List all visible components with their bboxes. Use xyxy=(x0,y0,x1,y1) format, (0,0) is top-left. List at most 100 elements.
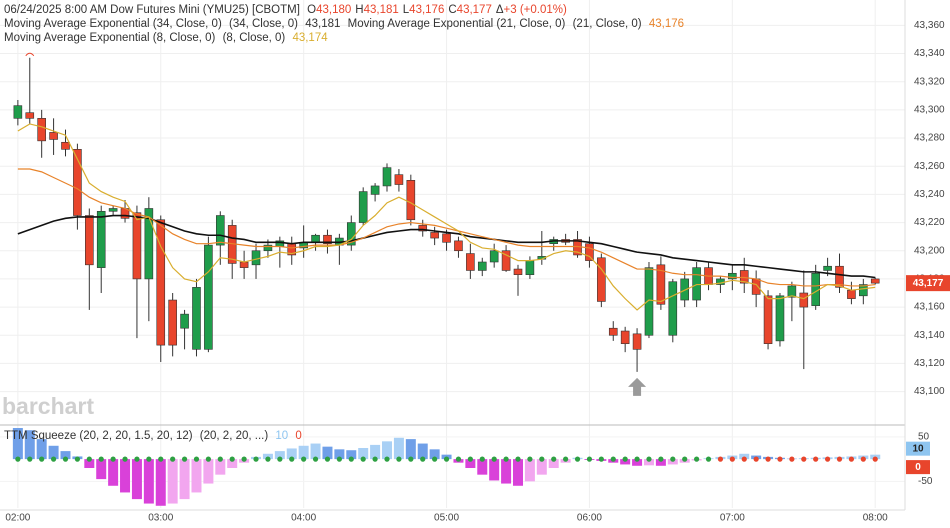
squeeze-dot xyxy=(491,456,497,462)
histogram-bar xyxy=(179,459,190,500)
candle-body xyxy=(466,253,475,271)
price-badge xyxy=(906,275,950,292)
candle-body xyxy=(763,295,773,345)
squeeze-dot xyxy=(336,456,342,462)
squeeze-dot xyxy=(694,456,700,462)
squeeze-dot xyxy=(312,456,319,462)
histogram-bar xyxy=(489,459,500,481)
histogram-bar xyxy=(60,451,71,460)
legend-name: Moving Average Exponential (21, Close, 0… xyxy=(348,18,566,30)
header-title: 06/24/2025 8:00 AM Dow Futures Mini (YMU… xyxy=(4,4,300,16)
histogram-bar xyxy=(262,453,273,460)
y-tick-label: 43,300 xyxy=(914,105,945,116)
squeeze-badge xyxy=(906,460,930,475)
ema-line xyxy=(17,214,876,279)
histogram-bar xyxy=(524,459,535,482)
y-tick-label: 43,100 xyxy=(914,386,945,397)
squeeze-dot xyxy=(574,456,581,462)
candle-body xyxy=(85,215,94,266)
candle-body xyxy=(144,208,154,280)
candle-body xyxy=(644,267,654,336)
candle-body xyxy=(823,265,832,271)
candle-body xyxy=(739,270,749,284)
histogram-bar xyxy=(274,451,285,460)
candle-body xyxy=(358,191,368,223)
candle-body xyxy=(37,118,46,142)
squeeze-dot xyxy=(586,456,593,462)
quote-value: 43,177 xyxy=(457,4,492,16)
histogram-bar xyxy=(131,459,142,500)
histogram-bar xyxy=(191,459,202,493)
squeeze-dot xyxy=(765,456,771,462)
candle-body xyxy=(192,287,201,350)
candle-body xyxy=(168,299,177,346)
squeeze-dot xyxy=(15,456,21,462)
y-tick-label: 43,240 xyxy=(914,189,945,200)
squeeze-dot xyxy=(86,456,92,462)
x-tick-label: 05:00 xyxy=(434,513,459,524)
candle-body xyxy=(787,285,797,298)
indicator-hist-value: 10 xyxy=(275,430,288,442)
legend-value: 43,174 xyxy=(292,32,328,44)
histogram-bar xyxy=(84,459,95,468)
squeeze-dot xyxy=(729,456,735,462)
squeeze-dot xyxy=(503,456,509,462)
squeeze-dot xyxy=(789,456,795,462)
high-marker xyxy=(25,52,35,57)
histogram-bar xyxy=(310,443,321,460)
histogram-bar xyxy=(382,441,393,460)
squeeze-dot xyxy=(62,456,69,462)
x-tick-label: 08:00 xyxy=(863,513,888,524)
candle-body xyxy=(477,261,487,271)
hist-badge-label: 10 xyxy=(912,443,924,454)
squeeze-dot xyxy=(241,456,247,462)
squeeze-dot xyxy=(217,456,223,462)
squeeze-dot xyxy=(705,456,712,462)
candle-body xyxy=(132,212,142,280)
legend-params: (8, Close, 0) xyxy=(223,32,286,44)
squeeze-dot xyxy=(622,456,628,462)
histogram-bar xyxy=(108,459,119,486)
candle-body xyxy=(204,244,213,350)
squeeze-dot xyxy=(515,456,521,462)
squeeze-dot xyxy=(539,456,545,462)
indicator-squeeze-value: 0 xyxy=(295,430,301,442)
candle-body xyxy=(180,313,189,329)
candle-body xyxy=(847,289,856,299)
legend-value: 43,176 xyxy=(649,18,684,30)
legend-name: Moving Average Exponential (8, Close, 0) xyxy=(4,32,216,44)
candle-body xyxy=(632,333,642,350)
y-tick-label: 43,260 xyxy=(914,161,945,172)
candle-body xyxy=(668,281,678,336)
squeeze-dot xyxy=(348,456,354,462)
candle-body xyxy=(870,278,880,284)
squeeze-dot xyxy=(253,456,259,462)
histogram-bar xyxy=(465,459,476,468)
squeeze-dot xyxy=(646,456,652,462)
candle-body xyxy=(370,185,380,195)
histogram-bar xyxy=(632,459,643,466)
squeeze-dot xyxy=(205,456,211,462)
squeeze-dot xyxy=(848,456,855,462)
squeeze-dot xyxy=(813,456,819,462)
candle-body xyxy=(215,215,225,246)
histogram-bar xyxy=(120,459,131,493)
histogram-bar xyxy=(36,439,47,460)
squeeze-dot xyxy=(467,456,473,462)
squeeze-badge-label: 0 xyxy=(915,462,921,473)
y2-tick-label: 50 xyxy=(918,432,930,443)
squeeze-dot xyxy=(372,456,378,462)
y-tick-label: 43,340 xyxy=(914,48,945,59)
histogram-bar xyxy=(286,448,297,460)
candle-body xyxy=(859,284,868,297)
histogram-bar xyxy=(155,459,166,506)
quote-key: O xyxy=(307,4,316,16)
legend-line-1: Moving Average Exponential (34, Close, 0… xyxy=(4,18,684,30)
legend-line-2: Moving Average Exponential (8, Close, 0)… xyxy=(4,32,328,44)
x-tick-label: 03:00 xyxy=(148,513,173,524)
squeeze-dot xyxy=(836,456,843,462)
squeeze-dot xyxy=(289,456,295,462)
indicator-params: (20, 2, 20, ...) xyxy=(200,430,269,442)
squeeze-dot xyxy=(27,456,33,462)
